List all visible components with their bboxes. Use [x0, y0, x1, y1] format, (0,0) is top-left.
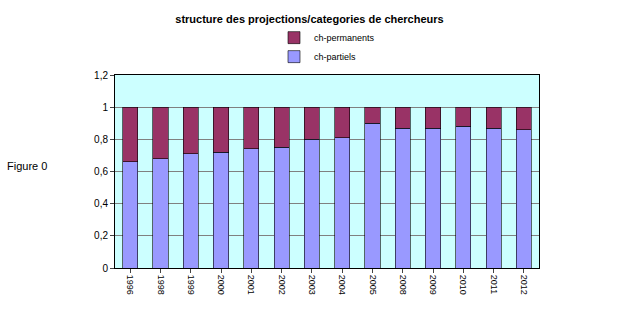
svg-text:2003: 2003 — [307, 275, 317, 295]
svg-text:0,6: 0,6 — [94, 166, 108, 177]
svg-text:Figure 0: Figure 0 — [7, 160, 47, 172]
svg-text:2012: 2012 — [519, 275, 529, 295]
svg-text:0: 0 — [102, 263, 108, 274]
svg-text:structure des projections/cate: structure des projections/categories de … — [175, 13, 443, 25]
svg-text:2001: 2001 — [246, 275, 256, 295]
svg-text:2004: 2004 — [337, 275, 347, 295]
svg-text:ch-permanents: ch-permanents — [314, 33, 375, 43]
svg-text:1,2: 1,2 — [94, 70, 108, 81]
svg-text:1998: 1998 — [156, 275, 166, 295]
svg-text:1: 1 — [102, 102, 108, 113]
svg-text:1999: 1999 — [186, 275, 196, 295]
svg-text:2008: 2008 — [398, 275, 408, 295]
svg-text:1996: 1996 — [125, 275, 135, 295]
svg-text:2010: 2010 — [458, 275, 468, 295]
svg-text:2000: 2000 — [216, 275, 226, 295]
svg-text:2002: 2002 — [277, 275, 287, 295]
svg-text:2011: 2011 — [489, 275, 499, 294]
svg-text:ch-partiels: ch-partiels — [314, 52, 356, 62]
svg-text:0,4: 0,4 — [94, 198, 108, 209]
svg-text:2009: 2009 — [428, 275, 438, 295]
svg-text:0,2: 0,2 — [94, 230, 108, 241]
svg-text:2005: 2005 — [368, 275, 378, 295]
svg-text:0,8: 0,8 — [94, 134, 108, 145]
